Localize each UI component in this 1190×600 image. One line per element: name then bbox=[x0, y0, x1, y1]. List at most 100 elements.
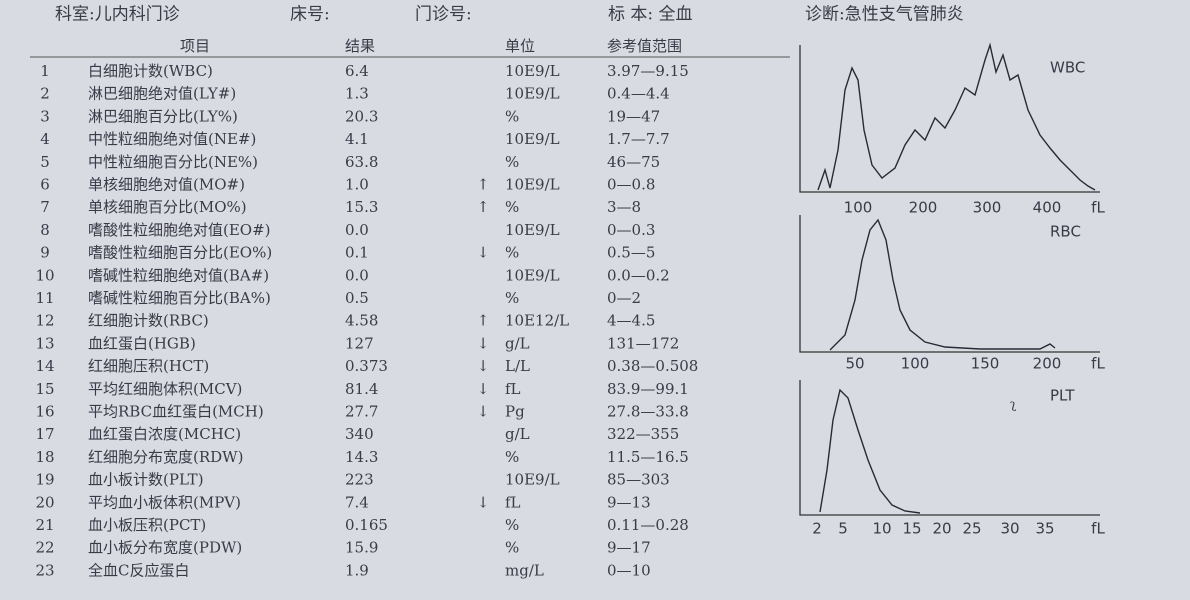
row-number: 18 bbox=[35, 448, 54, 466]
row-number: 2 bbox=[40, 85, 50, 103]
histogram-labels: WBC 100 200 300 400 fL RBC 50 100 150 200 fL PLT 2 5 10… bbox=[812, 59, 1105, 538]
result: 4.1 bbox=[345, 130, 369, 148]
result: 0.0 bbox=[345, 266, 369, 284]
row-number: 16 bbox=[35, 403, 54, 421]
column-header: 单位 bbox=[505, 37, 535, 55]
item-name: 嗜酸性粒细胞百分比(EO%) bbox=[88, 244, 272, 262]
result: 81.4 bbox=[345, 380, 378, 398]
curve bbox=[817, 42, 1096, 191]
item-name: 中性粒细胞百分比(NE%) bbox=[88, 153, 258, 171]
table-row: 19 血小板计数(PLT) 223 10E9/L 85—303 bbox=[35, 471, 669, 489]
row-number: 9 bbox=[40, 244, 50, 262]
histogram-label: PLT bbox=[1050, 387, 1075, 405]
reference-range: 0—2 bbox=[607, 289, 641, 307]
curve bbox=[819, 388, 921, 514]
item-name: 嗜酸性粒细胞绝对值(EO#) bbox=[88, 221, 271, 239]
table-row: 23 全血C反应蛋白 1.9 mg/L 0—10 bbox=[35, 561, 650, 579]
item-name: 红细胞压积(HCT) bbox=[88, 357, 209, 375]
table-row: 2 淋巴细胞绝对值(LY#) 1.3 10E9/L 0.4—4.4 bbox=[40, 85, 669, 103]
result: 340 bbox=[345, 425, 374, 443]
result: 27.7 bbox=[345, 403, 378, 421]
flag: ↓ bbox=[477, 334, 490, 352]
result: 1.9 bbox=[345, 561, 369, 579]
table-row: 3 淋巴细胞百分比(LY%) 20.3% 19—47 bbox=[40, 107, 660, 125]
result: 7.4 bbox=[345, 493, 369, 511]
reference-range: 0—0.3 bbox=[607, 221, 655, 239]
x-tick-label: 35 bbox=[1035, 520, 1054, 538]
axis-unit: fL bbox=[1091, 355, 1105, 373]
result: 127 bbox=[345, 334, 374, 352]
table-row: 7 单核细胞百分比(MO%) 15.3 ↑% 3—8 bbox=[40, 198, 641, 216]
unit: 10E9/L bbox=[505, 471, 560, 489]
table-row: 22 血小板分布宽度(PDW) 15.9% 9—17 bbox=[35, 539, 650, 557]
row-number: 23 bbox=[35, 561, 54, 579]
flag: ↓ bbox=[477, 493, 490, 511]
table-row: 12 红细胞计数(RBC) 4.58 ↑ 10E12/L 4—4.5 bbox=[35, 312, 655, 330]
plt-histogram: ʅ bbox=[799, 380, 1100, 516]
row-number: 1 bbox=[40, 62, 50, 80]
item-name: 单核细胞百分比(MO%) bbox=[88, 198, 247, 216]
x-tick-label: 25 bbox=[962, 520, 981, 538]
reference-range: 19—47 bbox=[607, 107, 660, 125]
item-name: 单核细胞绝对值(MO#) bbox=[88, 176, 245, 194]
unit: g/L bbox=[505, 425, 530, 443]
unit: % bbox=[505, 153, 519, 171]
reference-range: 3—8 bbox=[607, 198, 641, 216]
reference-range: 9—17 bbox=[607, 539, 651, 557]
reference-range: 1.7—7.7 bbox=[607, 130, 670, 148]
row-number: 14 bbox=[35, 357, 54, 375]
mark: ʅ bbox=[1010, 398, 1017, 413]
result: 0.165 bbox=[345, 516, 388, 534]
table-row: 8 嗜酸性粒细胞绝对值(EO#) 0.0 10E9/L 0—0.3 bbox=[40, 221, 655, 239]
reference-range: 0.4—4.4 bbox=[607, 85, 670, 103]
x-tick-label: 200 bbox=[909, 199, 938, 217]
flag: ↓ bbox=[477, 357, 490, 375]
row-number: 4 bbox=[40, 130, 50, 148]
row-number: 17 bbox=[35, 425, 54, 443]
reference-range: 0.0—0.2 bbox=[607, 266, 670, 284]
unit: L/L bbox=[505, 357, 530, 375]
x-tick-label: 50 bbox=[845, 355, 864, 373]
row-number: 19 bbox=[35, 471, 54, 489]
item-name: 血红蛋白(HGB) bbox=[88, 334, 196, 352]
unit: % bbox=[505, 289, 519, 307]
reference-range: 0—0.8 bbox=[607, 176, 655, 194]
unit: % bbox=[505, 107, 519, 125]
result: 0.5 bbox=[345, 289, 369, 307]
table-row: 5 中性粒细胞百分比(NE%) 63.8% 46—75 bbox=[40, 153, 660, 171]
item-name: 平均血小板体积(MPV) bbox=[88, 493, 241, 511]
item-name: 嗜碱性粒细胞百分比(BA%) bbox=[88, 289, 271, 307]
result: 0.1 bbox=[345, 244, 369, 262]
row-number: 6 bbox=[40, 176, 50, 194]
clinic-no: 门诊号: bbox=[415, 5, 472, 25]
row-number: 13 bbox=[35, 334, 54, 352]
reference-range: 27.8—33.8 bbox=[607, 403, 689, 421]
reference-range: 0—10 bbox=[607, 561, 651, 579]
row-number: 12 bbox=[35, 312, 54, 330]
unit: 10E9/L bbox=[505, 266, 560, 284]
table-row: 10 嗜碱性粒细胞绝对值(BA#) 0.0 10E9/L 0.0—0.2 bbox=[35, 266, 669, 284]
axis bbox=[799, 45, 1100, 193]
unit: 10E9/L bbox=[505, 85, 560, 103]
reference-range: 322—355 bbox=[607, 425, 679, 443]
result: 63.8 bbox=[345, 153, 378, 171]
flag: ↓ bbox=[477, 403, 490, 421]
diagnosis: 诊断:急性支气管肺炎 bbox=[805, 5, 964, 25]
table-row: 21 血小板压积(PCT) 0.165% 0.11—0.28 bbox=[35, 516, 688, 534]
reference-range: 46—75 bbox=[607, 153, 660, 171]
row-number: 15 bbox=[35, 380, 54, 398]
row-number: 10 bbox=[35, 266, 54, 284]
x-tick-label: 2 bbox=[812, 520, 822, 538]
axis bbox=[799, 215, 1100, 353]
table-row: 9 嗜酸性粒细胞百分比(EO%) 0.1 ↓% 0.5—5 bbox=[40, 244, 655, 262]
row-number: 5 bbox=[40, 153, 50, 171]
unit: mg/L bbox=[505, 561, 544, 579]
unit: % bbox=[505, 448, 519, 466]
unit: Pg bbox=[505, 403, 525, 421]
x-tick-label: 15 bbox=[902, 520, 921, 538]
result: 14.3 bbox=[345, 448, 378, 466]
x-tick-label: 100 bbox=[901, 355, 930, 373]
table-row: 15 平均红细胞体积(MCV) 81.4 ↓ fL 83.9—99.1 bbox=[35, 380, 688, 398]
axis-unit: fL bbox=[1091, 520, 1105, 538]
flag: ↑ bbox=[477, 312, 490, 330]
